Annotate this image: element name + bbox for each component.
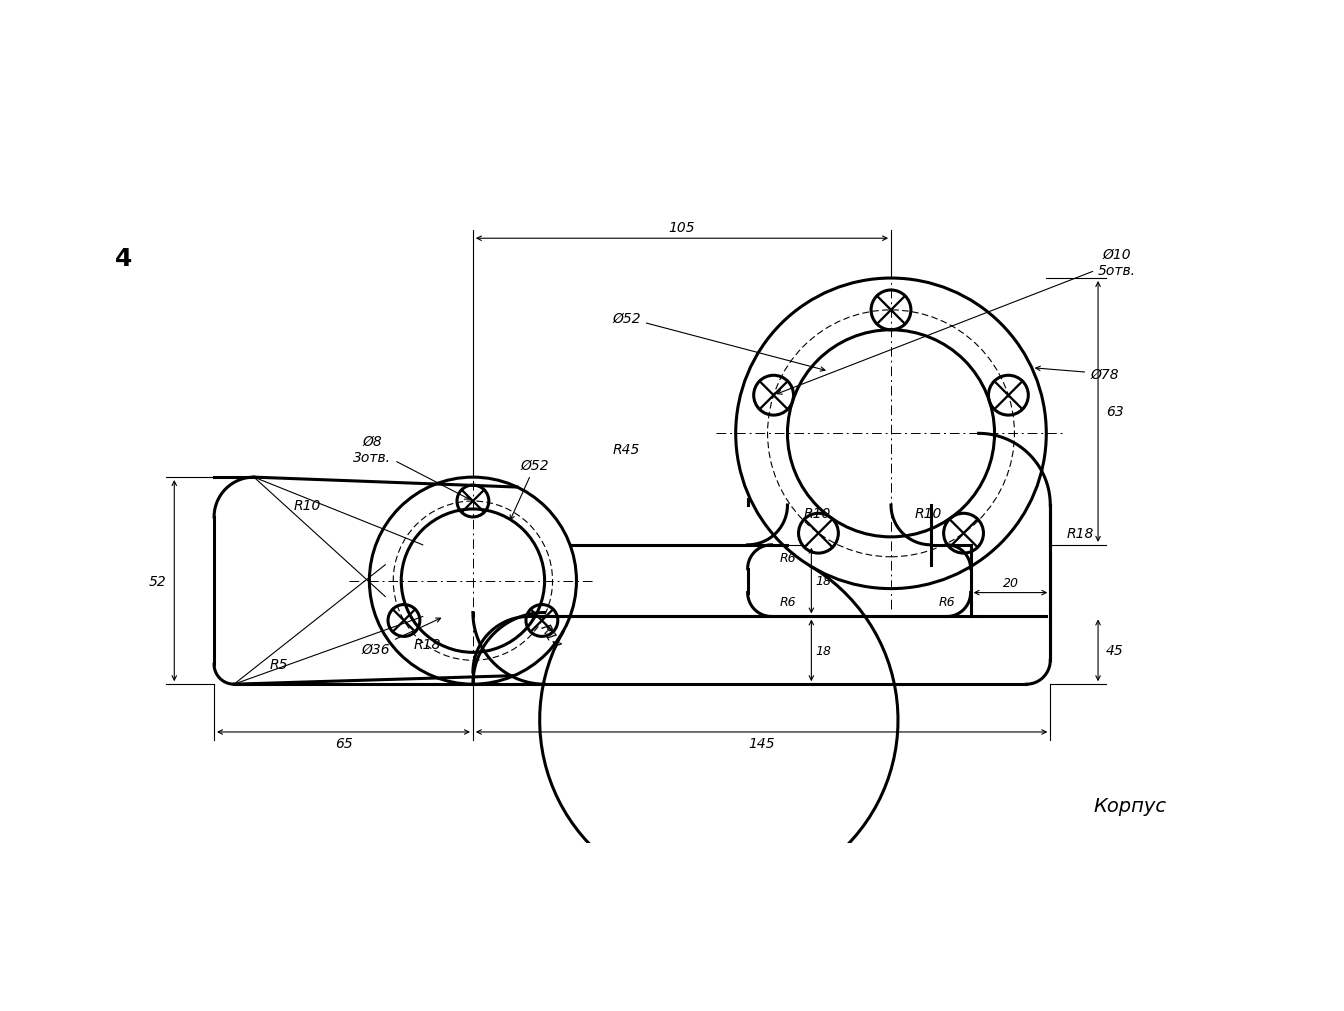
Text: 18: 18 [816, 574, 832, 587]
Text: 20: 20 [1003, 576, 1019, 589]
Text: R6: R6 [780, 594, 796, 608]
Text: 45: 45 [1106, 644, 1124, 658]
Text: 105: 105 [669, 221, 695, 235]
Text: R10: R10 [294, 498, 321, 513]
Text: 18: 18 [816, 644, 832, 657]
Text: 52: 52 [149, 574, 167, 588]
Text: R18: R18 [413, 638, 441, 652]
Text: R14: R14 [536, 621, 562, 652]
Text: Ø36: Ø36 [362, 619, 441, 656]
Text: 4: 4 [114, 247, 132, 271]
Text: Корпус: Корпус [1094, 796, 1167, 815]
Text: 63: 63 [1106, 405, 1124, 419]
Text: R6: R6 [780, 551, 796, 564]
Text: Ø52: Ø52 [511, 459, 550, 520]
Text: R10: R10 [804, 507, 831, 521]
Text: R5: R5 [270, 657, 289, 671]
Text: 145: 145 [749, 736, 775, 750]
Text: R18: R18 [1066, 527, 1094, 540]
Text: 65: 65 [335, 736, 352, 750]
Text: Ø10
5отв.: Ø10 5отв. [777, 248, 1136, 395]
Text: R6: R6 [938, 594, 956, 608]
Text: R10: R10 [915, 507, 942, 521]
Text: R45: R45 [613, 443, 640, 457]
Text: Ø8
3отв.: Ø8 3отв. [353, 435, 469, 499]
Text: Ø78: Ø78 [1036, 367, 1118, 381]
Text: Ø52: Ø52 [613, 311, 825, 372]
